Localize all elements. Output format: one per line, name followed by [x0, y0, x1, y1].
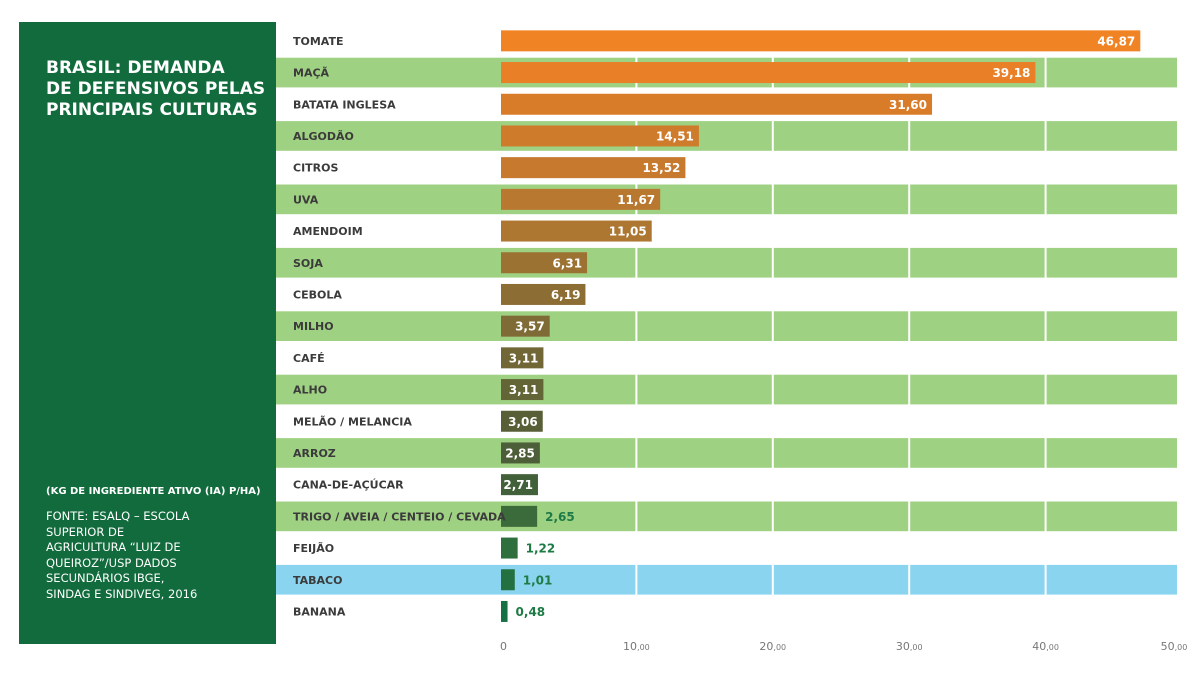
bar [501, 157, 686, 179]
bar [501, 379, 544, 401]
bar [501, 62, 1036, 84]
bar [501, 600, 508, 622]
category-label: MAÇÃ [293, 67, 330, 80]
row-band-green [276, 121, 1178, 151]
category-label: ALHO [293, 384, 327, 397]
bars [501, 30, 1141, 622]
row-band-green [276, 247, 1178, 278]
bar [501, 315, 550, 337]
bar [501, 220, 652, 242]
row-band-blue [276, 564, 1178, 595]
grid-lines [635, 25, 1179, 628]
value-label: 1,01 [523, 573, 553, 587]
value-label: 13,52 [642, 161, 680, 175]
value-label: 11,67 [617, 193, 655, 207]
category-label: UVA [293, 193, 319, 206]
value-label: 11,05 [609, 225, 647, 239]
sidebar-panel: BRASIL: DEMANDA DE DEFENSIVOS PELAS PRIN… [19, 22, 276, 644]
value-label: 6,19 [551, 288, 581, 302]
row-band-green [276, 311, 1178, 341]
bar [501, 537, 518, 559]
value-label: 1,22 [526, 542, 556, 556]
value-label: 2,85 [505, 446, 535, 460]
value-label: 31,60 [889, 98, 927, 112]
category-label: BANANA [293, 605, 346, 618]
x-axis-ticks: 0 10,00 20,00 30,00 40,00 50,00 [500, 640, 1187, 653]
value-labels: 46,87 39,18 31,60 14,51 13,52 11,67 11,05 6,31 6… [503, 34, 1135, 619]
category-label: FEIJÃO [293, 542, 334, 555]
value-label: 3,06 [508, 415, 538, 429]
units-note: (KG DE INGREDIENTE ATIVO (IA) P/HA) [46, 486, 261, 497]
tick-label: 0 [500, 640, 507, 653]
row-band-green [276, 374, 1178, 405]
category-label: TOMATE [293, 35, 343, 48]
tick-label: 30,00 [896, 640, 923, 653]
value-label: 46,87 [1097, 34, 1135, 48]
tick-label: 40,00 [1032, 640, 1059, 653]
chart-title: BRASIL: DEMANDA DE DEFENSIVOS PELAS PRIN… [46, 58, 266, 120]
category-label: ARROZ [293, 447, 336, 460]
category-label: TRIGO / AVEIA / CENTEIO / CEVADA [293, 510, 506, 523]
category-label: MELÃO / MELANCIA [293, 415, 412, 428]
source-note: FONTE: ESALQ – ESCOLA SUPERIOR DE AGRICU… [46, 509, 198, 601]
bar [501, 188, 661, 210]
value-label: 3,11 [509, 383, 539, 397]
category-label: CEBOLA [293, 288, 342, 301]
row-bands [276, 57, 1178, 595]
value-label: 2,71 [503, 478, 533, 492]
bar [501, 569, 515, 591]
row-band-green [276, 184, 1178, 215]
row-band-green [276, 501, 1178, 532]
value-label: 2,65 [545, 510, 575, 524]
category-label: MILHO [293, 320, 334, 333]
category-labels: TOMATE MAÇÃ BATATA INGLESA ALGODÃO CITROS UVA… [293, 35, 506, 619]
bar [501, 30, 1141, 52]
value-label: 6,31 [552, 256, 582, 270]
bar [501, 252, 588, 274]
row-band-green [276, 438, 1178, 468]
bar [501, 347, 544, 369]
bar [501, 442, 540, 464]
bar [501, 125, 699, 147]
category-label: TABACO [293, 574, 342, 587]
category-label: CANA-DE-AÇÚCAR [293, 479, 404, 492]
category-label: AMENDOIM [293, 225, 363, 238]
bar [501, 505, 538, 527]
category-label: BATATA INGLESA [293, 98, 396, 111]
bar [501, 410, 543, 432]
tick-label: 10,00 [623, 640, 650, 653]
bar [501, 93, 933, 115]
value-label: 14,51 [656, 129, 694, 143]
bar [501, 283, 586, 305]
value-label: 39,18 [992, 66, 1030, 80]
tick-label: 50,00 [1161, 640, 1188, 653]
value-label: 0,48 [516, 605, 546, 619]
category-label: CAFÉ [293, 352, 325, 365]
category-label: SOJA [293, 257, 323, 270]
tick-label: 20,00 [759, 640, 786, 653]
bar [501, 474, 538, 496]
category-label: ALGODÃO [293, 130, 354, 143]
value-label: 3,57 [515, 320, 545, 334]
value-label: 3,11 [509, 351, 539, 365]
category-label: CITROS [293, 162, 338, 175]
